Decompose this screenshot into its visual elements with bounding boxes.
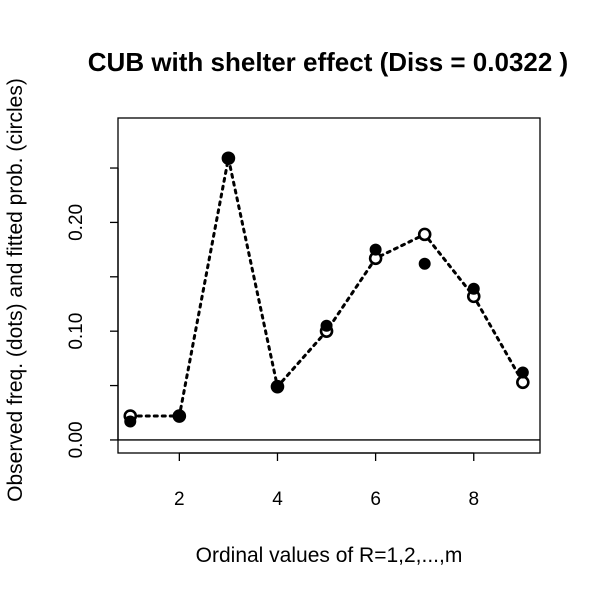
observed-point (516, 366, 529, 379)
observed-point (173, 410, 186, 423)
chart-title: CUB with shelter effect (Diss = 0.0322 ) (88, 47, 568, 77)
x-tick-label: 2 (174, 489, 185, 510)
y-tick-label: 0.00 (66, 421, 87, 458)
observed-point (124, 415, 137, 428)
x-tick-label: 4 (272, 489, 283, 510)
observed-point (418, 257, 431, 270)
x-axis: 2 4 6 8 (174, 452, 479, 510)
observed-point (369, 243, 382, 256)
fitted-prob-points (123, 151, 530, 423)
y-tick-label: 0.20 (66, 204, 87, 241)
observed-point (467, 282, 480, 295)
y-axis-label: Observed freq. (dots) and fitted prob. (… (4, 78, 27, 502)
x-tick-label: 8 (468, 489, 479, 510)
observed-point (320, 319, 333, 332)
fitted-prob-line (128, 157, 525, 418)
observed-freq-points (124, 152, 529, 428)
fitted-point (417, 227, 432, 242)
y-tick-label: 0.10 (66, 313, 87, 350)
x-tick-label: 6 (370, 489, 381, 510)
x-axis-label: Ordinal values of R=1,2,...,m (196, 544, 463, 567)
y-axis: 0.00 0.10 0.20 (66, 167, 119, 458)
observed-point (222, 152, 235, 165)
observed-point (271, 380, 284, 393)
